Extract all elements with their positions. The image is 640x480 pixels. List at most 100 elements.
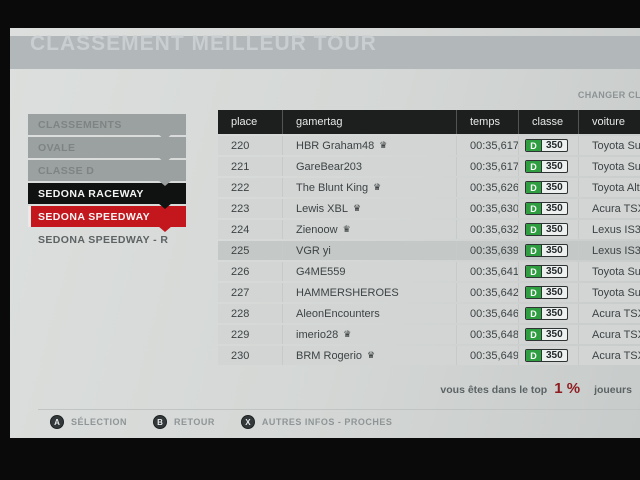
performance-index: 350: [546, 245, 563, 256]
crown-icon: ♛: [352, 203, 362, 213]
select-control[interactable]: A SÉLECTION: [50, 415, 127, 429]
temps-cell: 00:35,617: [456, 157, 518, 176]
class-letter: D: [526, 287, 542, 298]
class-letter: D: [526, 329, 542, 340]
back-control[interactable]: B RETOUR: [153, 415, 215, 429]
table-row[interactable]: 230 BRM Rogerio ♛ 00:35,649 D 350 Acura …: [218, 346, 640, 365]
controller-hint-bar: A SÉLECTION B RETOUR X AUTRES INFOS - PR…: [50, 415, 392, 429]
class-letter: D: [526, 224, 542, 235]
classe-cell: D 350: [518, 199, 578, 218]
class-badge: D 350: [525, 202, 568, 215]
table-row[interactable]: 221 GareBear203 00:35,617 D 350 Toyota S…: [218, 157, 640, 176]
sidebar-item-label: SEDONA SPEEDWAY - R: [38, 233, 169, 246]
performance-index: 350: [546, 224, 563, 235]
table-row[interactable]: 226 G4ME559 00:35,641 D 350 Toyota Supra: [218, 262, 640, 281]
table-row[interactable]: 220 HBR Graham48 ♛ 00:35,617 D 350 Toyot…: [218, 136, 640, 155]
gamertag-cell: imerio28 ♛: [282, 325, 456, 344]
class-badge: D 350: [525, 307, 568, 320]
gamertag-text: GareBear203: [296, 160, 363, 173]
back-label: RETOUR: [174, 417, 215, 427]
class-badge: D 350: [525, 265, 568, 278]
b-button-icon: B: [153, 415, 168, 429]
sidebar-item-sedona-raceway[interactable]: SEDONA RACEWAY: [28, 183, 186, 209]
performance-index: 350: [546, 308, 563, 319]
voiture-cell: Toyota Altezza: [578, 178, 640, 197]
class-letter: D: [526, 308, 542, 319]
column-header-place: place: [231, 116, 258, 128]
class-letter: D: [526, 350, 542, 361]
temps-cell: 00:35,648: [456, 325, 518, 344]
table-row[interactable]: 228 AleonEncounters 00:35,646 D 350 Acur…: [218, 304, 640, 323]
temps-cell: 00:35,649: [456, 346, 518, 365]
temps-cell: 00:35,646: [456, 304, 518, 323]
chevron-down-icon: [158, 157, 172, 163]
voiture-cell: Acura TSX: [578, 325, 640, 344]
sidebar-item-sedona-speedway[interactable]: SEDONA SPEEDWAY: [28, 206, 186, 232]
crown-icon: ♛: [342, 224, 351, 234]
voiture-cell: Acura TSX: [578, 346, 640, 365]
gamertag-cell: G4ME559: [282, 262, 456, 281]
sidebar-item-ovale[interactable]: OVALE: [28, 137, 186, 163]
place-cell: 220: [231, 139, 250, 152]
select-label: SÉLECTION: [71, 417, 128, 427]
sidebar-item-label: CLASSE D: [38, 164, 95, 177]
leaderboard-table: place gamertag temps classe voiture 220 …: [218, 110, 640, 365]
sidebar-item-classements[interactable]: CLASSEMENTS: [28, 114, 186, 140]
chevron-down-icon: [158, 226, 172, 232]
gamertag-text: Lewis XBL: [296, 202, 348, 215]
place-cell: 223: [231, 202, 250, 215]
sidebar-item-label: SEDONA SPEEDWAY: [38, 210, 150, 223]
performance-index: 350: [546, 161, 563, 172]
voiture-cell: Toyota Supra: [578, 136, 640, 155]
other-info-label: AUTRES INFOS - PROCHES: [261, 417, 393, 427]
title-band: [10, 36, 640, 69]
game-screen: CLASSEMENT MEILLEUR TOUR CHANGER CLAS CL…: [10, 28, 640, 438]
classe-cell: D 350: [518, 283, 578, 302]
column-header-temps: temps: [456, 110, 518, 134]
chevron-down-icon: [158, 180, 172, 186]
gamertag-text: HAMMERSHEROES: [296, 286, 399, 299]
sidebar-item-label: OVALE: [38, 141, 76, 154]
sidebar-item-classe-d[interactable]: CLASSE D: [28, 160, 186, 186]
class-letter: D: [526, 266, 542, 277]
performance-index: 350: [546, 350, 563, 361]
column-header-voiture: voiture: [578, 110, 640, 134]
gamertag-cell: Lewis XBL ♛: [282, 199, 456, 218]
table-row[interactable]: 223 Lewis XBL ♛ 00:35,630 D 350 Acura TS…: [218, 199, 640, 218]
table-row[interactable]: 227 HAMMERSHEROES 00:35,642 D 350 Toyota…: [218, 283, 640, 302]
gamertag-cell: AleonEncounters: [282, 304, 456, 323]
table-row[interactable]: 225 VGR yi 00:35,639 D 350 Lexus IS350: [218, 241, 640, 260]
gamertag-text: G4ME559: [296, 265, 346, 278]
performance-index: 350: [546, 182, 563, 193]
crown-icon: ♛: [343, 329, 352, 339]
voiture-cell: Toyota Supra: [578, 157, 640, 176]
temps-cell: 00:35,626: [456, 178, 518, 197]
performance-index: 350: [546, 287, 563, 298]
performance-index: 350: [546, 266, 563, 277]
other-info-control[interactable]: X AUTRES INFOS - PROCHES: [240, 415, 393, 429]
place-cell: 221: [231, 160, 250, 173]
page-title: CLASSEMENT MEILLEUR TOUR: [30, 32, 377, 55]
gamertag-text: VGR yi: [296, 244, 331, 257]
temps-cell: 00:35,617: [456, 136, 518, 155]
class-badge: D 350: [525, 181, 568, 194]
classe-cell: D 350: [518, 325, 578, 344]
voiture-cell: Lexus IS350: [578, 241, 640, 260]
table-row[interactable]: 229 imerio28 ♛ 00:35,648 D 350 Acura TSX: [218, 325, 640, 344]
place-cell: 227: [231, 286, 250, 299]
classe-cell: D 350: [518, 157, 578, 176]
column-header-gamertag: gamertag: [282, 110, 456, 134]
change-leaderboard-link[interactable]: CHANGER CLAS: [577, 90, 640, 100]
temps-cell: 00:35,641: [456, 262, 518, 281]
gamertag-cell: HAMMERSHEROES: [282, 283, 456, 302]
place-cell: 228: [231, 307, 250, 320]
x-button-icon: X: [240, 415, 255, 429]
sidebar-item-sedona-speedway-r[interactable]: SEDONA SPEEDWAY - R: [28, 229, 186, 250]
table-row[interactable]: 224 Zienoow ♛ 00:35,632 D 350 Lexus IS35…: [218, 220, 640, 239]
place-cell: 229: [231, 328, 250, 341]
class-badge: D 350: [525, 139, 568, 152]
class-badge: D 350: [525, 349, 568, 362]
table-row[interactable]: 222 The Blunt King ♛ 00:35,626 D 350 Toy…: [218, 178, 640, 197]
classe-cell: D 350: [518, 220, 578, 239]
